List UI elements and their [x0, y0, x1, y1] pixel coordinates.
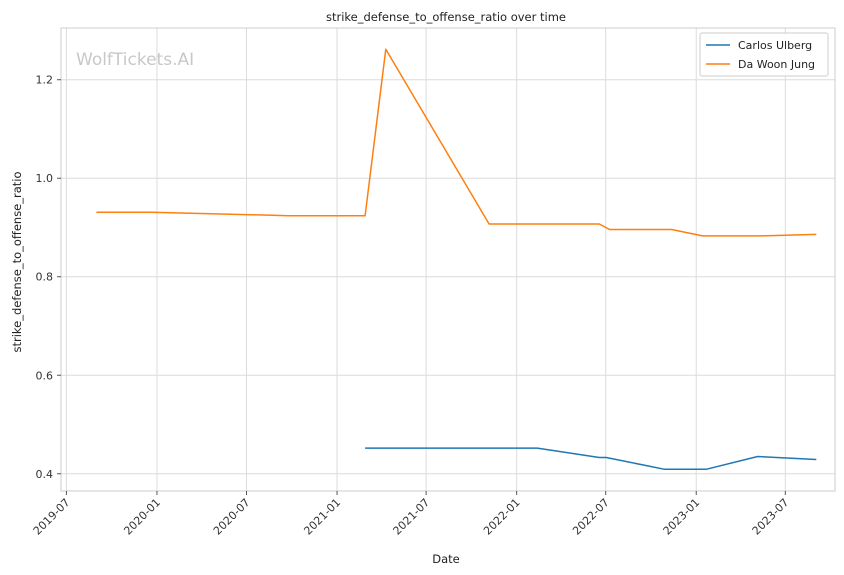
series-line-carlos-ulberg — [365, 447, 817, 471]
plot-frame — [60, 27, 836, 492]
plot-area — [61, 28, 835, 491]
y-axis-ticks: 0.4 0.6 0.8 1.0 1.2 — [36, 74, 61, 481]
chart-title: strike_defense_to_offense_ratio over tim… — [326, 10, 566, 24]
y-tick-label: 0.6 — [36, 369, 54, 382]
y-tick-label: 0.8 — [36, 271, 54, 284]
series-lines — [96, 48, 817, 471]
series-line-da-woon-jung — [96, 48, 817, 237]
watermark-text: WolfTickets.AI — [76, 50, 194, 70]
legend-box — [699, 32, 829, 77]
legend: Carlos Ulberg Da Woon Jung — [699, 32, 829, 77]
y-tick-label: 0.4 — [36, 468, 54, 481]
y-tick-label: 1.2 — [36, 74, 54, 87]
y-tick-label: 1.0 — [36, 172, 54, 185]
x-axis-label: Date — [432, 552, 460, 566]
legend-label-carlos-ulberg: Carlos Ulberg — [738, 39, 812, 52]
legend-label-da-woon-jung: Da Woon Jung — [738, 58, 815, 71]
grid-lines — [61, 28, 835, 491]
y-axis-label: strike_defense_to_offense_ratio — [10, 171, 24, 352]
